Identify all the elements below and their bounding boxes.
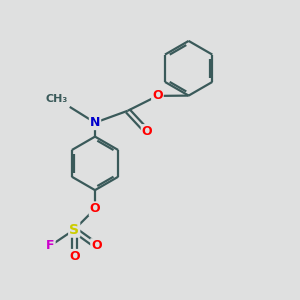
Text: N: N [90,116,100,129]
Text: S: S [69,223,79,237]
Text: O: O [69,250,80,263]
Text: O: O [142,125,152,138]
Text: O: O [91,239,102,252]
Text: O: O [152,89,163,102]
Text: O: O [90,202,100,215]
Text: F: F [46,239,55,252]
Text: CH₃: CH₃ [45,94,68,104]
